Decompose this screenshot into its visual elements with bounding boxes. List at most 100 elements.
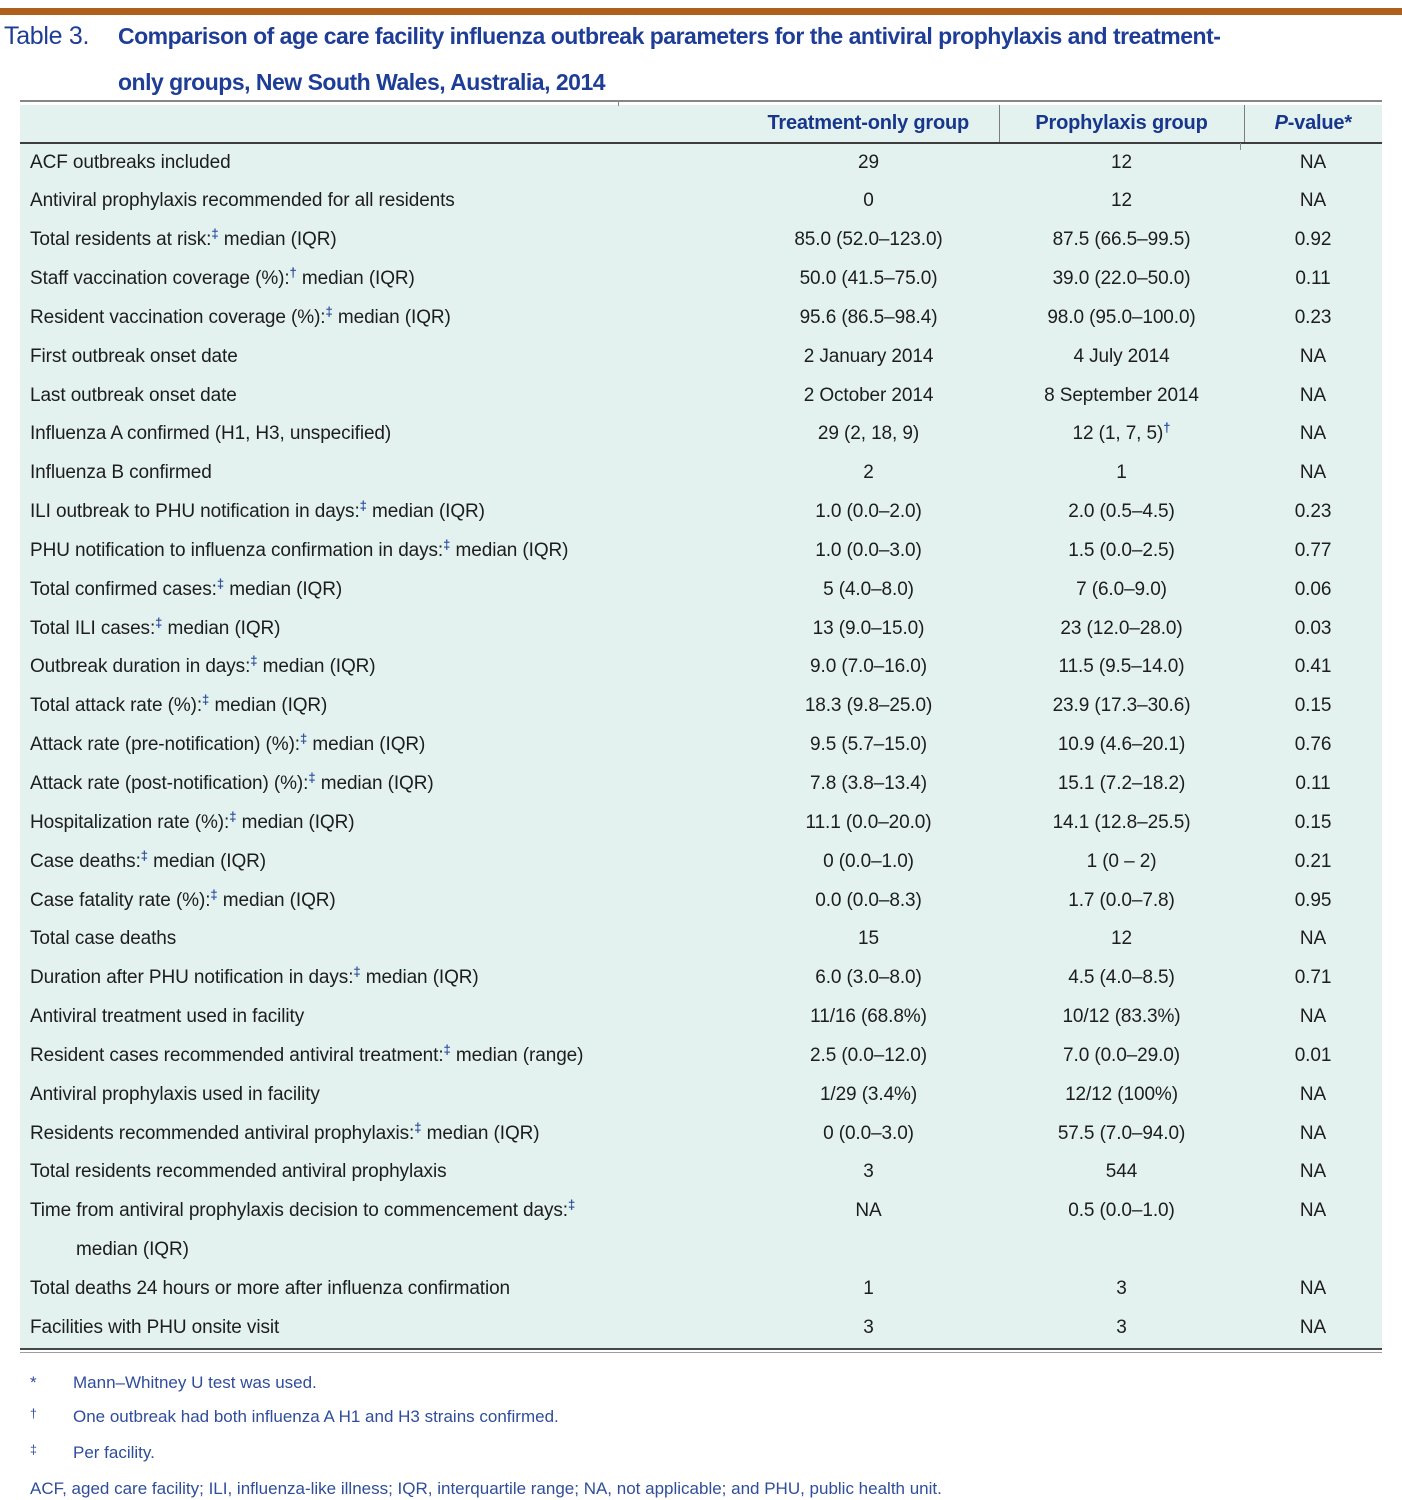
table-row: ACF outbreaks included 29 12 NA (20, 143, 1382, 183)
treatment-only-value: 7.8 (3.8–13.4) (810, 773, 927, 794)
table-row: Total confirmed cases:‡ median (IQR) 5 (… (20, 571, 1382, 610)
prophylaxis-value: 87.5 (66.5–99.5) (1052, 229, 1191, 251)
treatment-only-value: 15 (858, 928, 879, 950)
row-label-line2: median (IQR) (76, 1239, 189, 1261)
treatment-only-value: 50.0 (41.5–75.0) (799, 268, 938, 290)
row-label: Attack rate (pre-notification) (%):‡ med… (30, 731, 426, 756)
row-label: Duration after PHU notification in days:… (30, 964, 479, 989)
footnote-marker-superscript: ‡ (567, 1197, 576, 1213)
prophylaxis-value: 57.5 (7.0–94.0) (1057, 1122, 1186, 1144)
row-label: Residents recommended antiviral prophyla… (30, 1119, 540, 1144)
row-label: Antiviral prophylaxis recommended for al… (30, 190, 455, 212)
treatment-only-value: 11/16 (68.8%) (810, 1006, 927, 1028)
row-label: Total residents at risk:‡ median (IQR) (30, 226, 337, 251)
table-row: Total deaths 24 hours or more after infl… (20, 1270, 1382, 1309)
row-label: Antiviral treatment used in facility (30, 1006, 305, 1028)
footnote-marker-superscript: ‡ (229, 808, 237, 824)
prophylaxis-value: 12 (1111, 190, 1132, 212)
row-label: Influenza A confirmed (H1, H3, unspecifi… (30, 423, 392, 445)
row-label: Total attack rate (%):‡ median (IQR) (30, 692, 328, 717)
table-row: Case fatality rate (%):‡ median (IQR) 0.… (20, 882, 1382, 921)
header-prophylaxis-group: Prophylaxis group (998, 104, 1244, 144)
row-label: Total case deaths (30, 928, 177, 950)
table-top-rule (20, 100, 1382, 102)
table-row: Antiviral prophylaxis used in facility 1… (20, 1076, 1382, 1115)
footnote-marker-superscript: ‡ (210, 886, 218, 902)
table-row: ILI outbreak to PHU notification in days… (20, 493, 1382, 532)
footnote-text: Mann–Whitney U test was used. (73, 1373, 317, 1392)
footnote-dagger: † One outbreak had both influenza A H1 a… (30, 1406, 1375, 1429)
row-label: PHU notification to influenza confirmati… (30, 536, 569, 561)
table-title-line2: only groups, New South Wales, Australia,… (118, 69, 606, 95)
table-title-line1: Comparison of age care facility influenz… (118, 23, 1221, 49)
table-row: Antiviral prophylaxis recommended for al… (20, 182, 1382, 221)
table-row: Influenza A confirmed (H1, H3, unspecifi… (20, 415, 1382, 454)
accent-bar (0, 8, 1402, 15)
header-treatment-only-group: Treatment-only group (738, 104, 999, 144)
footnote-double-dagger: ‡ Per facility. (30, 1442, 1375, 1465)
prophylaxis-value: 98.0 (95.0–100.0) (1047, 306, 1196, 328)
column-divider-tick (1240, 143, 1241, 150)
table-row: Time from antiviral prophylaxis decision… (20, 1192, 1382, 1270)
prophylaxis-value: 8 September 2014 (1044, 384, 1199, 406)
row-label: Total residents recommended antiviral pr… (30, 1161, 447, 1183)
treatment-only-value: 0.0 (0.0–8.3) (815, 889, 922, 911)
footnote-marker-superscript: † (289, 265, 297, 281)
row-label: Case deaths:‡ median (IQR) (30, 847, 267, 872)
prophylaxis-value: 7.0 (0.0–29.0) (1063, 1044, 1180, 1066)
treatment-only-value: 1.0 (0.0–2.0) (815, 501, 922, 523)
table-row: Antiviral treatment used in facility 11/… (20, 998, 1382, 1037)
row-label: Time from antiviral prophylaxis decision… (20, 1192, 738, 1270)
table-row: Hospitalization rate (%):‡ median (IQR) … (20, 804, 1382, 843)
header-row: Treatment-only group Prophylaxis group P… (20, 104, 1382, 144)
prophylaxis-value: 1.5 (0.0–2.5) (1068, 539, 1175, 561)
prophylaxis-value: 3 (1116, 1316, 1127, 1338)
p-value: NA (1299, 1200, 1327, 1222)
row-label: Resident cases recommended antiviral tre… (30, 1041, 584, 1066)
treatment-only-value: 29 (858, 151, 879, 173)
p-value: NA (1299, 462, 1327, 484)
table-row: PHU notification to influenza confirmati… (20, 532, 1382, 571)
treatment-only-value: 9.5 (5.7–15.0) (810, 734, 927, 756)
p-value: NA (1299, 423, 1327, 445)
footnote-text: Per facility. (73, 1443, 155, 1462)
table-row: Outbreak duration in days:‡ median (IQR)… (20, 648, 1382, 687)
table-bottom-rule (20, 1347, 1382, 1350)
treatment-only-value: 0 (0.0–1.0) (823, 850, 914, 872)
p-value: NA (1299, 1316, 1327, 1338)
treatment-only-value: 2.5 (0.0–12.0) (810, 1044, 927, 1066)
table-body: ACF outbreaks included 29 12 NA Antivira… (20, 143, 1382, 1348)
p-value: 0.06 (1294, 578, 1332, 600)
row-label: ACF outbreaks included (30, 151, 231, 173)
p-value: 0.11 (1295, 268, 1331, 290)
data-table-container: Treatment-only group Prophylaxis group P… (20, 100, 1382, 1354)
table-title: Comparison of age care facility influenz… (118, 13, 1221, 105)
treatment-only-value: 95.6 (86.5–98.4) (799, 306, 938, 328)
p-value: 0.71 (1294, 967, 1332, 989)
prophylaxis-value: 12 (1111, 928, 1132, 950)
p-value: 0.92 (1294, 229, 1332, 251)
treatment-only-value: 11.1 (0.0–20.0) (805, 811, 932, 833)
table-row: Residents recommended antiviral prophyla… (20, 1115, 1382, 1154)
row-label: Attack rate (post-notification) (%):‡ me… (30, 770, 434, 794)
table-row: Attack rate (pre-notification) (%):‡ med… (20, 726, 1382, 765)
p-value: 0.41 (1294, 656, 1332, 678)
row-label: Antiviral prophylaxis used in facility (30, 1083, 320, 1105)
prophylaxis-value: 7 (6.0–9.0) (1076, 578, 1167, 600)
p-value: 0.77 (1294, 539, 1332, 561)
header-empty-cell (20, 104, 738, 144)
p-value: 0.11 (1295, 773, 1331, 794)
row-label: Resident vaccination coverage (%):‡ medi… (30, 303, 451, 328)
row-label: First outbreak onset date (30, 345, 238, 367)
p-value: 0.95 (1294, 889, 1332, 911)
p-value: NA (1299, 1277, 1327, 1299)
row-label: Total deaths 24 hours or more after infl… (30, 1277, 511, 1299)
p-value: 0.21 (1294, 850, 1332, 872)
prophylaxis-value: 544 (1105, 1161, 1138, 1183)
treatment-only-value: 13 (9.0–15.0) (812, 617, 925, 639)
row-label: Outbreak duration in days:‡ median (IQR) (30, 653, 376, 678)
p-value: NA (1299, 1083, 1327, 1105)
prophylaxis-value: 1 (0 – 2) (1086, 850, 1157, 872)
footnote-marker: † (30, 1407, 37, 1421)
